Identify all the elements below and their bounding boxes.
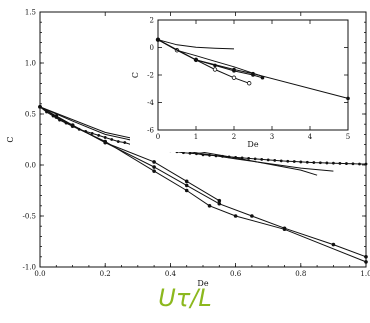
y-tick-label: 0	[150, 44, 154, 52]
data-point	[346, 96, 350, 101]
data-point	[182, 151, 185, 155]
data-point	[217, 198, 222, 203]
data-point	[312, 161, 316, 164]
data-point	[292, 160, 296, 163]
data-point	[305, 160, 309, 164]
x-tick-label: 1.0	[360, 270, 370, 278]
data-point	[338, 161, 342, 165]
data-point	[110, 138, 114, 141]
data-point	[273, 159, 277, 162]
data-point	[103, 136, 107, 139]
data-point	[299, 160, 303, 164]
y-tick-label: 1.0	[25, 60, 36, 68]
data-point	[231, 75, 237, 80]
data-point	[279, 159, 283, 163]
y-tick-label: 0.0	[25, 162, 36, 170]
data-point	[232, 67, 236, 72]
x-tick-label: 3	[270, 133, 274, 141]
data-point	[260, 75, 265, 80]
x-axis-label: De	[197, 279, 208, 288]
data-point	[250, 214, 254, 218]
y-tick-label: -0.5	[23, 213, 37, 221]
y-tick-label: -2	[147, 72, 154, 80]
data-point	[325, 161, 329, 165]
data-point	[103, 140, 107, 145]
y-axis-label: C	[6, 136, 15, 142]
x-tick-label: 2	[232, 133, 236, 141]
x-axis-label: De	[247, 140, 258, 149]
y-tick-label: 0.5	[25, 111, 36, 119]
x-tick-label: 0.8	[295, 270, 306, 278]
data-point	[90, 131, 94, 135]
series-line-3	[39, 106, 220, 202]
data-point	[152, 169, 156, 173]
x-tick-label: 0.4	[165, 270, 177, 278]
data-point	[184, 188, 189, 193]
x-tick-label: 0.6	[230, 270, 242, 278]
data-point	[345, 162, 348, 165]
data-point	[253, 157, 257, 161]
data-point	[364, 260, 368, 264]
x-tick-label: 0.2	[100, 270, 111, 278]
data-point	[364, 254, 368, 259]
data-point	[70, 123, 75, 128]
data-point	[184, 179, 189, 184]
data-point	[152, 165, 156, 169]
x-tick-label: 4	[308, 133, 313, 141]
data-point	[184, 183, 189, 188]
data-point	[97, 134, 101, 137]
data-point	[188, 151, 192, 155]
inset-background	[130, 16, 352, 152]
data-point	[212, 67, 218, 72]
x-tick-label: 0.0	[34, 270, 45, 278]
data-point	[331, 242, 336, 247]
data-point	[207, 204, 212, 208]
caption-label: Uτ/L	[158, 284, 212, 312]
series-line-4	[157, 39, 263, 77]
x-tick-label: 0	[156, 133, 160, 141]
series-line-2	[39, 106, 367, 263]
data-point	[194, 58, 198, 62]
data-point	[217, 201, 222, 206]
data-point	[233, 214, 238, 218]
data-point	[116, 140, 120, 143]
y-tick-label: 2	[150, 17, 154, 25]
y-axis-label: C	[131, 72, 140, 78]
data-point	[247, 156, 251, 160]
data-point	[266, 158, 270, 162]
y-tick-label: 1.5	[25, 9, 36, 17]
x-tick-label: 1	[194, 133, 198, 141]
data-point	[332, 161, 335, 165]
data-point	[282, 227, 287, 232]
y-tick-label: -4	[147, 99, 154, 107]
series-line-5	[39, 106, 318, 176]
data-point	[152, 160, 156, 164]
data-point	[286, 159, 290, 163]
data-point	[123, 141, 127, 144]
data-point	[318, 161, 322, 165]
data-point	[260, 157, 264, 161]
data-point	[364, 162, 368, 166]
x-tick-label: 5	[346, 133, 350, 141]
data-point	[351, 162, 355, 166]
data-point	[358, 162, 361, 166]
y-tick-label: -6	[147, 127, 154, 135]
y-tick-label: -1.0	[23, 264, 37, 272]
inset-chart: 0 1 2 3 4 5 -6 -4 -2 0 2 De C	[130, 16, 352, 152]
data-point	[246, 81, 252, 86]
series-line-0	[157, 39, 235, 50]
